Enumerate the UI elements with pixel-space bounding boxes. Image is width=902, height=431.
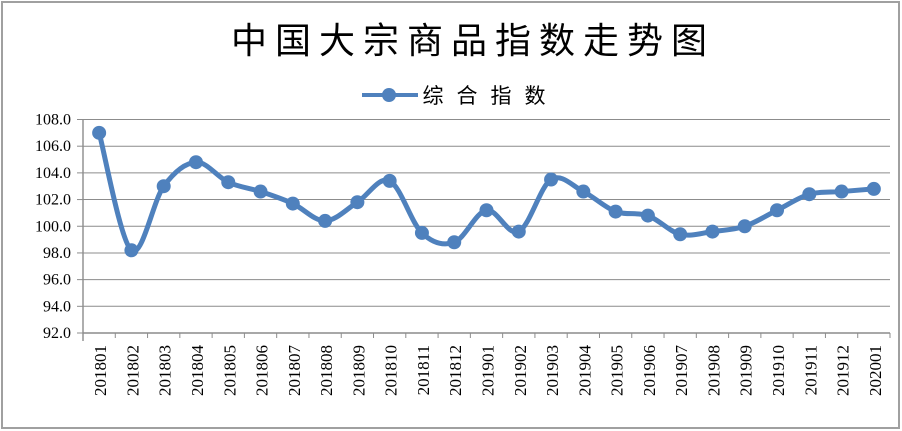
y-axis-tick-label: 108.0	[35, 112, 71, 129]
y-axis-tick-label: 104.0	[35, 165, 71, 182]
series-line	[96, 130, 877, 254]
y-axis-tick-label: 92.0	[43, 325, 71, 342]
data-point-marker	[124, 243, 139, 258]
data-point-marker	[640, 208, 655, 223]
legend-series-label: 综合指数	[422, 84, 559, 108]
y-axis-tick-label: 98.0	[43, 245, 71, 262]
data-point-marker	[350, 195, 365, 210]
legend-line-marker-icon	[361, 88, 418, 102]
x-axis-tick-label: 202001	[866, 345, 885, 396]
legend: 综合指数	[8, 82, 902, 108]
x-axis-tick-label: 201805	[220, 345, 239, 396]
x-axis-tick-label: 201801	[91, 345, 110, 396]
data-point-marker	[414, 225, 429, 240]
data-point-marker	[673, 227, 688, 242]
y-axis-tick-label: 94.0	[43, 298, 71, 315]
x-axis-tick-label: 201911	[801, 345, 820, 395]
x-axis-tick-label: 201803	[156, 345, 175, 396]
y-axis-tick-label: 96.0	[43, 272, 71, 289]
data-point-marker	[866, 181, 881, 196]
data-point-marker	[221, 175, 236, 190]
data-point-marker	[705, 224, 720, 239]
data-point-marker	[479, 203, 494, 218]
x-axis-tick-label: 201905	[608, 345, 627, 396]
data-point-marker	[92, 125, 107, 140]
data-point-marker	[770, 203, 785, 218]
data-point-marker	[318, 213, 333, 228]
data-point-marker	[576, 184, 591, 199]
data-point-marker	[737, 219, 752, 234]
data-point-marker	[253, 184, 268, 199]
x-axis-tick-label: 201902	[511, 345, 530, 396]
data-point-marker	[511, 224, 526, 239]
x-axis-tick-label: 201808	[317, 345, 336, 396]
x-axis-tick-label: 201804	[188, 345, 207, 397]
x-axis-tick-label: 201806	[253, 345, 272, 396]
x-axis-tick-label: 201910	[769, 345, 788, 396]
x-axis-tick-label: 201901	[479, 345, 498, 396]
x-axis-tick-label: 201908	[705, 345, 724, 396]
x-axis-tick-label: 201810	[382, 345, 401, 396]
line-chart-plot-area: 92.0 94.0 96.0 98.0 100.0 102.0 104.0 106.0 108.…	[35, 112, 891, 397]
data-point-marker	[544, 172, 559, 187]
data-point-marker	[285, 196, 300, 211]
data-point-marker	[608, 204, 623, 219]
x-axis-tick-label: 201809	[349, 345, 368, 396]
x-axis-tick-label: 201912	[834, 345, 853, 396]
data-point-marker	[156, 179, 171, 194]
data-point-marker	[834, 184, 849, 199]
x-axis-tick-label: 201906	[640, 345, 659, 396]
data-point-marker	[802, 187, 817, 202]
y-axis-tick-label: 106.0	[35, 138, 71, 155]
data-point-marker	[188, 155, 203, 170]
chart-title: 中国大宗商品指数走势图	[230, 21, 715, 61]
x-axis-tick-label: 201907	[672, 345, 691, 397]
data-point-marker	[447, 235, 462, 250]
x-axis-tick-label: 201811	[414, 345, 433, 395]
data-point-marker	[382, 173, 397, 188]
y-axis-tick-label: 100.0	[35, 218, 71, 235]
x-axis-tick-label: 201904	[575, 345, 594, 397]
x-axis-tick-label: 201903	[543, 345, 562, 396]
x-axis-tick-label: 201807	[285, 345, 304, 397]
x-axis-tick-label: 201812	[446, 345, 465, 396]
y-axis-tick-label: 102.0	[35, 192, 71, 209]
x-axis-tick-label: 201909	[737, 345, 756, 396]
x-axis-tick-label: 201802	[123, 345, 142, 396]
